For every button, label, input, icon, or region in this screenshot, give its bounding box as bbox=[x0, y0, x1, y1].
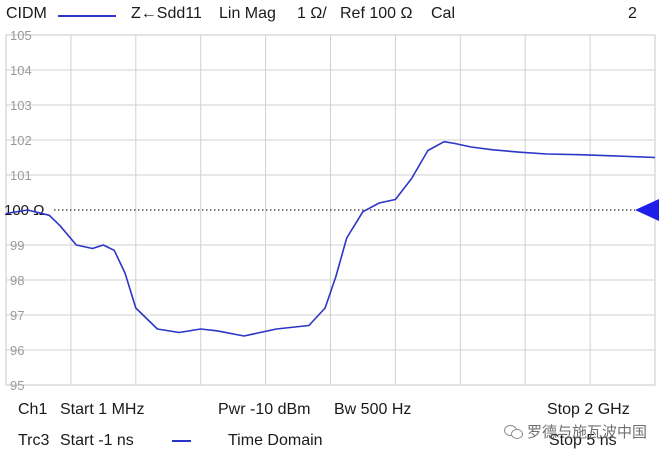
y-tick-label: 99 bbox=[10, 238, 24, 253]
trace-stop[interactable]: Stop 5 ns bbox=[549, 432, 617, 449]
channel-label[interactable]: Ch1 bbox=[18, 401, 48, 418]
stop-frequency[interactable]: Stop 2 GHz bbox=[547, 401, 630, 418]
y-tick-label: 101 bbox=[10, 168, 32, 183]
format-label[interactable]: Lin Mag bbox=[219, 5, 276, 22]
reference-line bbox=[54, 199, 659, 221]
y-tick-label: 104 bbox=[10, 63, 32, 78]
scale-label[interactable]: 1 Ω/ bbox=[297, 5, 327, 22]
impedance-trace bbox=[5, 140, 656, 337]
bandwidth-label[interactable]: Bw 500 Hz bbox=[334, 401, 412, 418]
y-tick-label: 97 bbox=[10, 308, 24, 323]
domain-label[interactable]: Time Domain bbox=[228, 432, 323, 449]
y-tick-label: 105 bbox=[10, 30, 32, 43]
trace bbox=[5, 140, 656, 337]
plot-area[interactable]: 105 104 103 102 101 100 Ω 99 98 97 96 95 bbox=[0, 28, 661, 393]
trace-header: CIDM Z←Sdd11 Lin Mag 1 Ω/ Ref 100 Ω Cal … bbox=[0, 0, 661, 32]
power-label[interactable]: Pwr -10 dBm bbox=[218, 401, 311, 418]
trace-swatch bbox=[172, 440, 191, 442]
reference-label[interactable]: Ref 100 Ω bbox=[340, 5, 413, 22]
watermark-text: 罗德与施瓦波中国 bbox=[526, 424, 647, 441]
trace-color-line bbox=[58, 15, 116, 17]
trace-label[interactable]: Trc3 bbox=[18, 432, 50, 449]
y-tick-label: 98 bbox=[10, 273, 24, 288]
y-tick-label: 96 bbox=[10, 343, 24, 358]
grid bbox=[5, 34, 656, 386]
wechat-icon bbox=[503, 425, 524, 439]
start-frequency[interactable]: Start 1 MHz bbox=[60, 401, 145, 418]
reference-marker-icon bbox=[635, 199, 659, 221]
trace-start[interactable]: Start -1 ns bbox=[60, 432, 134, 449]
y-tick-label: 95 bbox=[10, 378, 24, 390]
window-number: 2 bbox=[628, 5, 637, 22]
cal-label[interactable]: Cal bbox=[431, 5, 456, 22]
y-tick-label: 102 bbox=[10, 133, 32, 148]
y-tick-label: 103 bbox=[10, 98, 32, 113]
trace-name[interactable]: CIDM bbox=[6, 5, 47, 22]
watermark: 罗德与施瓦波中国 bbox=[503, 421, 647, 442]
measurement-label[interactable]: Z←Sdd11 bbox=[131, 5, 202, 22]
